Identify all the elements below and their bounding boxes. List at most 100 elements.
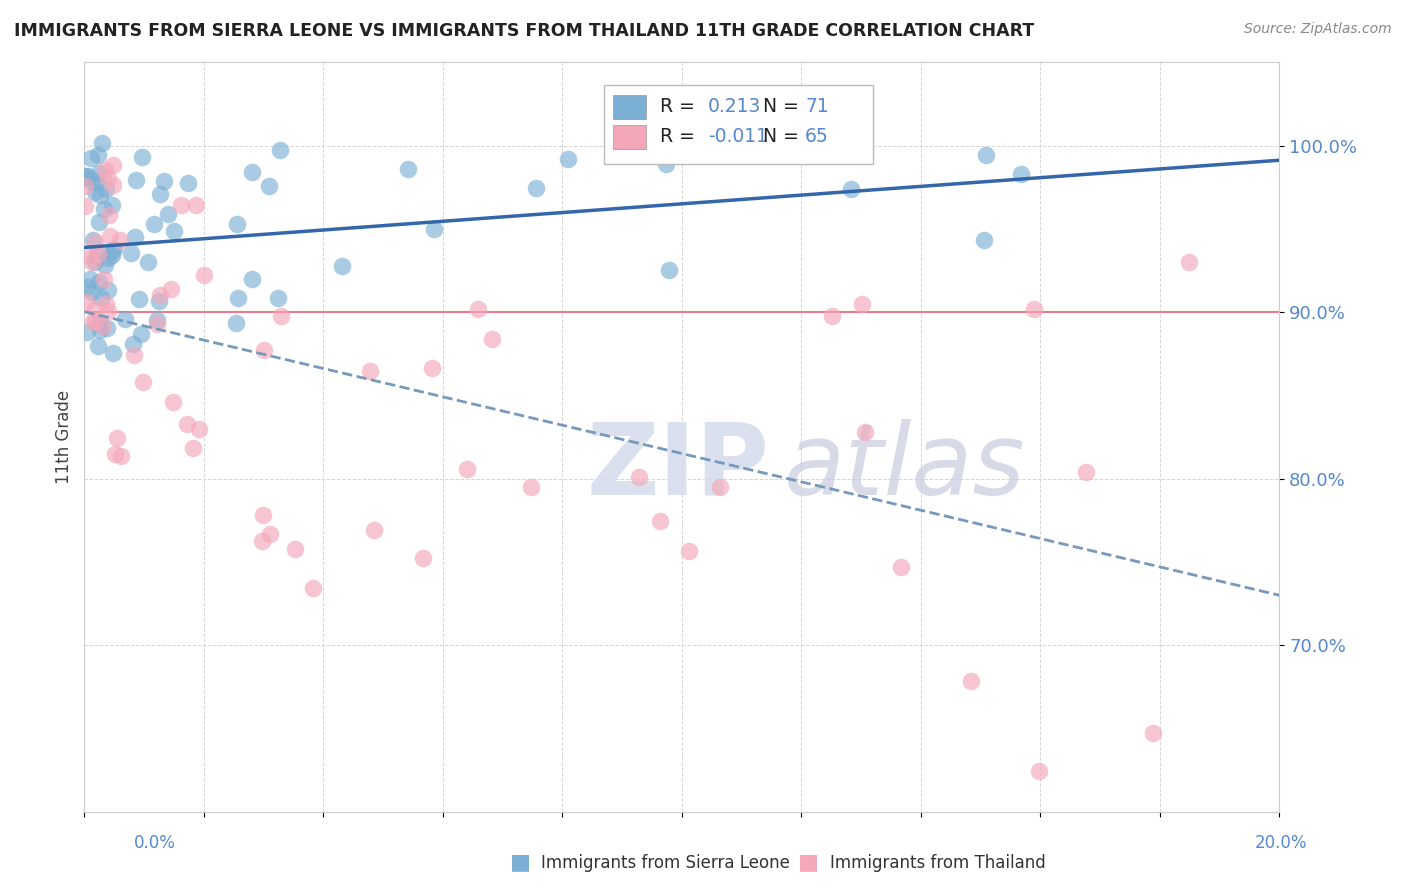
Point bbox=[93, 162, 115, 177]
Point bbox=[87, 247, 110, 261]
Point bbox=[240, 271, 263, 285]
Point bbox=[225, 316, 247, 330]
Text: ■: ■ bbox=[799, 853, 818, 872]
Point bbox=[100, 244, 122, 259]
Point bbox=[87, 148, 110, 162]
Text: R =: R = bbox=[661, 128, 702, 146]
Point bbox=[76, 325, 98, 339]
Point bbox=[359, 364, 381, 378]
Point bbox=[240, 165, 263, 179]
Point bbox=[1074, 465, 1097, 479]
Point bbox=[87, 339, 110, 353]
Point bbox=[97, 303, 120, 318]
Point bbox=[181, 441, 204, 455]
Point bbox=[960, 674, 983, 689]
Point bbox=[84, 255, 107, 269]
Point bbox=[186, 198, 208, 212]
Point bbox=[75, 295, 97, 310]
Point bbox=[890, 559, 912, 574]
Point bbox=[226, 217, 249, 231]
Point bbox=[84, 301, 107, 316]
Point bbox=[101, 198, 124, 212]
Point bbox=[103, 242, 125, 256]
Point bbox=[853, 425, 876, 439]
Point bbox=[557, 153, 579, 167]
Point bbox=[1177, 255, 1199, 269]
Point bbox=[120, 246, 142, 260]
Point bbox=[456, 462, 478, 476]
Point bbox=[142, 217, 165, 231]
Point bbox=[148, 293, 170, 308]
Point bbox=[84, 235, 107, 250]
Point bbox=[193, 268, 215, 282]
Point bbox=[467, 301, 489, 316]
Point bbox=[82, 233, 104, 247]
Point bbox=[1142, 726, 1164, 740]
Point bbox=[146, 313, 169, 327]
Point bbox=[97, 251, 120, 265]
Point bbox=[75, 169, 97, 184]
Point bbox=[122, 337, 145, 351]
Point bbox=[89, 317, 111, 331]
Point bbox=[628, 470, 651, 484]
Point bbox=[412, 551, 434, 566]
Point bbox=[105, 431, 128, 445]
Point bbox=[87, 166, 110, 180]
Text: Immigrants from Thailand: Immigrants from Thailand bbox=[830, 854, 1045, 871]
Point bbox=[1028, 764, 1050, 778]
Point bbox=[124, 230, 146, 244]
Point bbox=[423, 222, 446, 236]
Point bbox=[259, 526, 281, 541]
Point bbox=[96, 321, 118, 335]
Text: 0.213: 0.213 bbox=[709, 97, 762, 116]
Point bbox=[283, 541, 305, 556]
Text: 20.0%: 20.0% bbox=[1256, 834, 1308, 852]
Point bbox=[658, 263, 681, 277]
Point bbox=[77, 169, 100, 184]
Text: ZIP: ZIP bbox=[586, 418, 769, 516]
Point bbox=[94, 297, 117, 311]
Point bbox=[396, 161, 419, 176]
Point bbox=[149, 287, 172, 301]
Point bbox=[75, 178, 97, 193]
Point bbox=[104, 447, 127, 461]
Point bbox=[1010, 167, 1032, 181]
Point bbox=[252, 533, 274, 548]
Point bbox=[146, 317, 169, 331]
Point bbox=[170, 198, 193, 212]
Point bbox=[974, 147, 997, 161]
Text: 65: 65 bbox=[806, 128, 828, 146]
Text: Immigrants from Sierra Leone: Immigrants from Sierra Leone bbox=[541, 854, 790, 871]
Text: R =: R = bbox=[661, 97, 702, 116]
Text: -0.011: -0.011 bbox=[709, 128, 768, 146]
Point bbox=[524, 181, 547, 195]
Point bbox=[82, 285, 104, 299]
Text: 0.0%: 0.0% bbox=[134, 834, 176, 852]
Point bbox=[83, 315, 105, 329]
Text: Source: ZipAtlas.com: Source: ZipAtlas.com bbox=[1244, 22, 1392, 37]
Y-axis label: 11th Grade: 11th Grade bbox=[55, 390, 73, 484]
Point bbox=[481, 332, 503, 346]
Point bbox=[177, 176, 200, 190]
Point bbox=[226, 291, 249, 305]
Point bbox=[97, 283, 120, 297]
Point bbox=[678, 543, 700, 558]
Text: atlas: atlas bbox=[783, 418, 1025, 516]
Point bbox=[86, 247, 108, 261]
Point bbox=[80, 255, 103, 269]
Point bbox=[267, 291, 290, 305]
Text: 71: 71 bbox=[806, 97, 828, 116]
Point bbox=[138, 254, 160, 268]
Point bbox=[839, 182, 862, 196]
Text: N =: N = bbox=[763, 97, 806, 116]
Point bbox=[188, 422, 211, 436]
Point bbox=[149, 186, 172, 201]
Point bbox=[257, 178, 280, 193]
Point bbox=[103, 178, 125, 193]
Point bbox=[84, 186, 107, 200]
FancyBboxPatch shape bbox=[605, 85, 873, 163]
Point bbox=[73, 199, 96, 213]
Point bbox=[94, 182, 117, 196]
Text: IMMIGRANTS FROM SIERRA LEONE VS IMMIGRANTS FROM THAILAND 11TH GRADE CORRELATION : IMMIGRANTS FROM SIERRA LEONE VS IMMIGRAN… bbox=[14, 22, 1035, 40]
Point bbox=[91, 318, 114, 333]
